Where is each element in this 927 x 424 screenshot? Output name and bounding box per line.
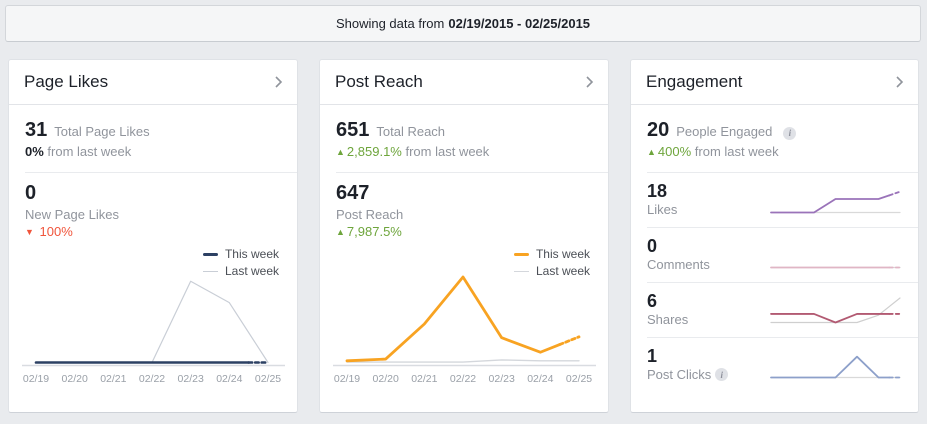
svg-text:02/22: 02/22: [450, 373, 476, 385]
page-likes-title: Page Likes: [24, 72, 109, 91]
post-reach-title: Post Reach: [335, 72, 423, 91]
svg-text:02/21: 02/21: [100, 373, 126, 385]
legend-this-week-label: This week: [224, 247, 279, 261]
new-page-likes-value: 0: [25, 182, 37, 204]
legend-this-week-label: This week: [535, 247, 590, 261]
comments-row: 0 Comments: [631, 228, 918, 278]
total-page-likes-label: Total Page Likes: [54, 124, 150, 139]
shares-row: 6 Shares: [631, 283, 918, 333]
engagement-panel: Engagement 20 People Engaged ▲400% from …: [630, 59, 919, 413]
likes-value: 18: [647, 181, 668, 202]
svg-text:02/23: 02/23: [489, 373, 515, 385]
page-likes-chart: 02/19 02/20 02/21 02/22 02/23 02/24 02/25: [22, 245, 285, 388]
legend-last-week-label: Last week: [535, 264, 590, 279]
page-likes-change-value: 0%: [25, 144, 44, 159]
svg-text:02/25: 02/25: [566, 373, 592, 385]
date-range-prefix: Showing data from: [335, 16, 445, 31]
people-engaged-stat: 20 People Engaged ▲400% from last week: [631, 105, 918, 168]
total-page-likes-value: 31: [25, 119, 48, 141]
chevron-right-icon[interactable]: [585, 75, 594, 89]
total-reach-change-suffix: from last week: [405, 144, 490, 159]
post-clicks-row: 1 Post Clicks: [631, 338, 918, 388]
post-clicks-sparkline: [768, 346, 906, 382]
post-reach-legend: This week Last week: [513, 247, 590, 282]
svg-text:02/20: 02/20: [62, 373, 88, 385]
page-likes-chart-block: This week Last week 02/19 02/20 02/21 02/22…: [22, 245, 285, 388]
page-likes-header[interactable]: Page Likes: [9, 60, 297, 105]
chevron-right-icon[interactable]: [274, 75, 283, 89]
engagement-header[interactable]: Engagement: [631, 60, 918, 105]
svg-text:02/21: 02/21: [411, 373, 437, 385]
legend-last-week-label: Last week: [224, 264, 279, 279]
divider: [647, 282, 918, 283]
comments-label: Comments: [647, 256, 710, 272]
likes-label: Likes: [647, 201, 678, 217]
last-week-swatch: [202, 271, 218, 273]
down-arrow-icon: ▼: [25, 227, 34, 237]
post-reach-stat: 647 Post Reach ▲ 7,987.5%: [320, 173, 608, 239]
svg-text:02/24: 02/24: [216, 373, 242, 385]
svg-text:02/19: 02/19: [334, 373, 360, 385]
post-reach-header[interactable]: Post Reach: [320, 60, 608, 105]
up-arrow-icon: ▲: [336, 147, 345, 157]
svg-text:02/25: 02/25: [255, 373, 281, 385]
svg-text:02/23: 02/23: [178, 373, 204, 385]
divider: [647, 337, 918, 338]
total-reach-label: Total Reach: [376, 124, 446, 139]
new-page-likes-label: New Page Likes: [25, 207, 119, 222]
info-icon[interactable]: [715, 368, 729, 382]
post-reach-change: 7,987.5%: [346, 224, 402, 239]
last-week-swatch: [513, 271, 529, 273]
divider: [25, 172, 297, 173]
page-likes-legend: This week Last week: [202, 247, 279, 282]
divider: [336, 172, 608, 173]
total-reach-value: 651: [336, 119, 370, 141]
svg-text:02/22: 02/22: [139, 373, 165, 385]
post-reach-chart: 02/19 02/20 02/21 02/22 02/23 02/24 02/25: [333, 245, 596, 388]
total-reach-stat: 651 Total Reach ▲ 2,859.1% from last week: [320, 105, 608, 168]
svg-text:02/20: 02/20: [373, 373, 399, 385]
post-clicks-label: Post Clicks: [647, 367, 737, 382]
shares-label: Shares: [647, 311, 689, 327]
svg-text:02/24: 02/24: [527, 373, 553, 385]
date-range-value: 02/19/2015 - 02/25/2015: [448, 16, 591, 31]
people-engaged-change-suffix: from last week: [694, 144, 779, 159]
divider: [647, 172, 918, 173]
people-engaged-value: 20: [647, 119, 670, 141]
up-arrow-icon: ▲: [336, 227, 345, 237]
shares-value: 6: [647, 291, 658, 312]
post-reach-value: 647: [336, 182, 370, 204]
post-reach-label: Post Reach: [336, 207, 404, 222]
chevron-right-icon[interactable]: [895, 75, 904, 89]
likes-row: 18 Likes: [631, 173, 918, 223]
new-page-likes-change: 100%: [39, 224, 73, 239]
insights-panels: Page Likes 31 Total Page Likes 0% from l…: [8, 59, 919, 413]
page-likes-panel: Page Likes 31 Total Page Likes 0% from l…: [8, 59, 298, 413]
people-engaged-label: People Engaged: [676, 124, 773, 139]
svg-text:02/19: 02/19: [23, 373, 49, 385]
people-engaged-change: 400%: [657, 144, 692, 159]
comments-sparkline: [768, 236, 906, 272]
this-week-swatch: [513, 253, 529, 257]
comments-value: 0: [647, 236, 658, 257]
post-reach-chart-block: This week Last week 02/19 02/20 02/21 02/22…: [333, 245, 596, 388]
likes-sparkline: [768, 181, 906, 217]
shares-sparkline: [768, 291, 906, 327]
this-week-swatch: [202, 253, 218, 257]
new-page-likes-stat: 0 New Page Likes ▼ 100%: [9, 173, 297, 239]
divider: [647, 227, 918, 228]
up-arrow-icon: ▲: [647, 147, 656, 157]
total-page-likes-stat: 31 Total Page Likes 0% from last week: [9, 105, 297, 168]
page-likes-change-suffix: from last week: [47, 144, 132, 159]
engagement-title: Engagement: [646, 72, 743, 91]
post-clicks-value: 1: [647, 346, 658, 367]
total-reach-change: 2,859.1%: [346, 144, 402, 159]
date-range-bar: Showing data from 02/19/2015 - 02/25/201…: [5, 5, 921, 42]
info-icon[interactable]: [783, 126, 797, 140]
post-reach-panel: Post Reach 651 Total Reach ▲ 2,859.1% fro…: [319, 59, 609, 413]
